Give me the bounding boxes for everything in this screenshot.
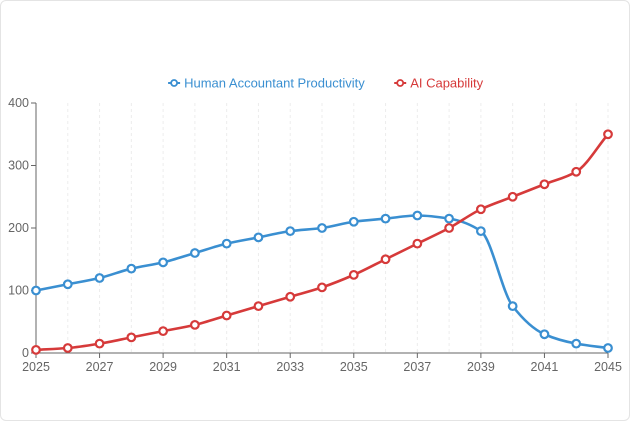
y-tick-label: 0	[22, 346, 29, 360]
x-tick-label: 2035	[340, 360, 368, 374]
data-point[interactable]	[126, 263, 137, 274]
data-point[interactable]	[412, 238, 423, 249]
data-point[interactable]	[380, 213, 391, 224]
data-point[interactable]	[253, 301, 264, 312]
data-point[interactable]	[31, 285, 41, 296]
y-tick-label: 400	[8, 96, 29, 110]
x-tick-label: 2041	[531, 360, 559, 374]
data-point[interactable]	[444, 213, 455, 224]
data-point[interactable]	[507, 301, 518, 312]
data-point[interactable]	[126, 332, 137, 343]
data-point[interactable]	[285, 226, 296, 237]
data-point[interactable]	[62, 343, 73, 353]
data-point[interactable]	[253, 232, 264, 243]
data-point[interactable]	[62, 279, 73, 290]
x-tick-label: 2033	[276, 360, 304, 374]
data-point[interactable]	[94, 338, 105, 349]
y-tick-label: 300	[8, 159, 29, 173]
data-point[interactable]	[539, 329, 550, 340]
data-point[interactable]	[412, 210, 423, 221]
data-point[interactable]	[317, 282, 327, 293]
x-axis-ticks: 2025 2027 2029 2031 2033 2035 2037 2039 2041 2045	[22, 353, 622, 374]
data-point[interactable]	[221, 310, 232, 321]
y-axis-ticks: 0 100 200 300 400	[8, 96, 36, 360]
x-tick-label: 2037	[403, 360, 431, 374]
data-point[interactable]	[603, 129, 613, 140]
data-point[interactable]	[158, 326, 169, 337]
y-tick-label: 100	[8, 284, 29, 298]
x-tick-label: 2025	[22, 360, 50, 374]
data-point[interactable]	[475, 204, 486, 215]
data-point[interactable]	[31, 344, 41, 355]
data-point[interactable]	[571, 166, 582, 177]
data-point[interactable]	[189, 319, 200, 330]
data-point[interactable]	[158, 257, 169, 268]
data-point[interactable]	[571, 338, 582, 349]
series-ai-capability[interactable]	[31, 129, 613, 355]
data-point[interactable]	[444, 223, 455, 233]
series-human-accountant-productivity[interactable]	[31, 210, 613, 353]
data-point[interactable]	[603, 343, 613, 353]
legend-item[interactable]: AI Capability	[394, 76, 484, 91]
data-point[interactable]	[189, 248, 200, 258]
legend-item[interactable]: Human Accountant Productivity	[168, 76, 365, 91]
legend-marker-icon	[170, 79, 179, 87]
x-tick-label: 2039	[467, 360, 495, 374]
data-point[interactable]	[94, 273, 105, 283]
x-tick-label: 2027	[86, 360, 114, 374]
x-tick-label: 2045	[594, 360, 622, 374]
x-tick-label: 2031	[213, 360, 241, 374]
data-point[interactable]	[380, 254, 391, 265]
legend-label: Human Accountant Productivity	[184, 76, 365, 91]
data-point[interactable]	[317, 223, 327, 233]
data-point[interactable]	[221, 238, 232, 249]
data-point[interactable]	[507, 191, 518, 202]
data-point[interactable]	[539, 179, 550, 190]
data-point[interactable]	[285, 291, 296, 302]
data-point[interactable]	[475, 226, 486, 237]
legend-marker-icon	[396, 79, 405, 87]
y-tick-label: 200	[8, 221, 29, 235]
data-point[interactable]	[348, 269, 359, 280]
legend-label: AI Capability	[410, 76, 483, 91]
series-lines	[31, 129, 613, 355]
data-point[interactable]	[348, 216, 359, 227]
x-tick-label: 2029	[149, 360, 177, 374]
legend[interactable]: Human Accountant Productivity AI Capabili…	[168, 76, 484, 91]
